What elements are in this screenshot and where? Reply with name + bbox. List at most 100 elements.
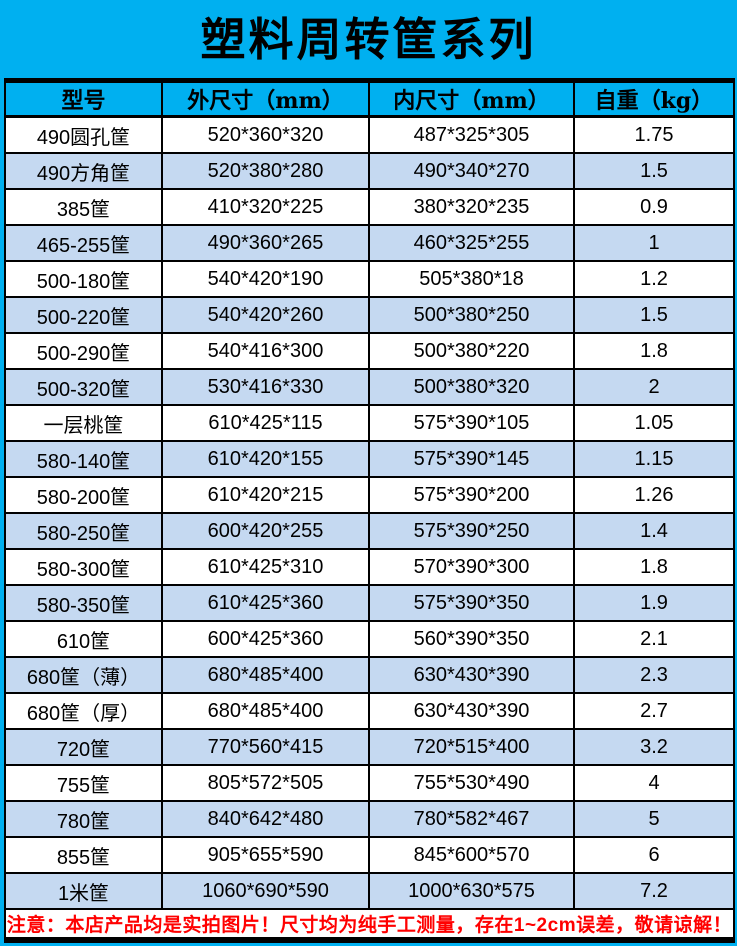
table-cell: 385筐	[4, 188, 163, 226]
table-cell: 487*325*305	[368, 115, 575, 154]
table-cell: 0.9	[573, 188, 735, 226]
column-header-weight: 自重（kg）	[573, 80, 735, 118]
table-row: 一层桃筐 610*425*115 575*390*105 1.05	[4, 404, 735, 442]
table-cell: 1.5	[573, 296, 735, 334]
table-cell: 770*560*415	[161, 728, 370, 766]
table-cell: 540*416*300	[161, 332, 370, 370]
table-cell: 3.2	[573, 728, 735, 766]
table-row: 500-320筐 530*416*330 500*380*320 2	[4, 368, 735, 406]
table-row: 855筐 905*655*590 845*600*570 6	[4, 836, 735, 874]
table-row: 490方角筐 520*380*280 490*340*270 1.5	[4, 152, 735, 190]
table-row: 780筐 840*642*480 780*582*467 5	[4, 800, 735, 838]
table-cell: 1000*630*575	[368, 872, 575, 910]
table-cell: 500-180筐	[4, 260, 163, 298]
table-cell: 680筐（厚）	[4, 692, 163, 730]
table-row: 755筐 805*572*505 755*530*490 4	[4, 764, 735, 802]
table-row: 490圆孔筐 520*360*320 487*325*305 1.75	[4, 115, 735, 154]
table-cell: 720*515*400	[368, 728, 575, 766]
table-cell: 2	[573, 368, 735, 406]
table-cell: 905*655*590	[161, 836, 370, 874]
table-cell: 490*360*265	[161, 224, 370, 262]
table-cell: 600*425*360	[161, 620, 370, 658]
table-cell: 540*420*260	[161, 296, 370, 334]
table-cell: 580-350筐	[4, 584, 163, 622]
table-cell: 1	[573, 224, 735, 262]
table-cell: 500*380*320	[368, 368, 575, 406]
table-cell: 490圆孔筐	[4, 115, 163, 154]
table-cell: 610筐	[4, 620, 163, 658]
table-cell: 1.8	[573, 548, 735, 586]
page-title: 塑料周转筐系列	[200, 12, 537, 66]
table-cell: 500-320筐	[4, 368, 163, 406]
table-row: 580-200筐 610*420*215 575*390*200 1.26	[4, 476, 735, 514]
table-cell: 805*572*505	[161, 764, 370, 802]
table-container: 型号 外尺寸（mm） 内尺寸（mm） 自重（kg） 490圆孔筐 520*360*…	[4, 78, 735, 943]
table-cell: 500*380*250	[368, 296, 575, 334]
table-cell: 500*380*220	[368, 332, 575, 370]
table-cell: 4	[573, 764, 735, 802]
table-cell: 575*390*350	[368, 584, 575, 622]
table-cell: 610*425*310	[161, 548, 370, 586]
table-row: 580-350筐 610*425*360 575*390*350 1.9	[4, 584, 735, 622]
table-cell: 580-140筐	[4, 440, 163, 478]
table-row: 610筐 600*425*360 560*390*350 2.1	[4, 620, 735, 658]
column-header-model: 型号	[4, 80, 163, 118]
table-cell: 5	[573, 800, 735, 838]
table-cell: 845*600*570	[368, 836, 575, 874]
table-cell: 610*420*155	[161, 440, 370, 478]
table-cell: 575*390*145	[368, 440, 575, 478]
table-cell: 755*530*490	[368, 764, 575, 802]
table-cell: 610*420*215	[161, 476, 370, 514]
table-cell: 460*325*255	[368, 224, 575, 262]
table-cell: 610*425*115	[161, 404, 370, 442]
table-cell: 580-200筐	[4, 476, 163, 514]
table-cell: 780筐	[4, 800, 163, 838]
table-cell: 680*485*400	[161, 692, 370, 730]
table-row: 500-180筐 540*420*190 505*380*18 1.2	[4, 260, 735, 298]
table-row: 385筐 410*320*225 380*320*235 0.9	[4, 188, 735, 226]
table-cell: 490*340*270	[368, 152, 575, 190]
table-cell: 6	[573, 836, 735, 874]
table-cell: 520*380*280	[161, 152, 370, 190]
notice-row: 注意：本店产品均是实拍图片！尺寸均为纯手工测量，存在1~2cm误差，敬请谅解！	[4, 908, 735, 943]
table-cell: 755筐	[4, 764, 163, 802]
table-cell: 2.1	[573, 620, 735, 658]
notice-text: 注意：本店产品均是实拍图片！尺寸均为纯手工测量，存在1~2cm误差，敬请谅解！	[4, 908, 735, 943]
table-cell: 410*320*225	[161, 188, 370, 226]
table-cell: 1.4	[573, 512, 735, 550]
title-banner: 塑料周转筐系列	[0, 0, 737, 78]
table-row: 720筐 770*560*415 720*515*400 3.2	[4, 728, 735, 766]
table-row: 1米筐 1060*690*590 1000*630*575 7.2	[4, 872, 735, 910]
table-cell: 7.2	[573, 872, 735, 910]
table-cell: 1.5	[573, 152, 735, 190]
table-cell: 610*425*360	[161, 584, 370, 622]
table-cell: 1.9	[573, 584, 735, 622]
table-cell: 465-255筐	[4, 224, 163, 262]
table-row: 580-250筐 600*420*255 575*390*250 1.4	[4, 512, 735, 550]
table-cell: 600*420*255	[161, 512, 370, 550]
table-row: 680筐（厚） 680*485*400 630*430*390 2.7	[4, 692, 735, 730]
column-header-inner-size: 内尺寸（mm）	[368, 80, 575, 118]
table-cell: 1.05	[573, 404, 735, 442]
table-cell: 1.8	[573, 332, 735, 370]
table-row: 500-220筐 540*420*260 500*380*250 1.5	[4, 296, 735, 334]
table-cell: 1.75	[573, 115, 735, 154]
table-cell: 520*360*320	[161, 115, 370, 154]
table-cell: 一层桃筐	[4, 404, 163, 442]
table-cell: 490方角筐	[4, 152, 163, 190]
table-cell: 380*320*235	[368, 188, 575, 226]
table-body: 490圆孔筐 520*360*320 487*325*305 1.75 490方角筐 52…	[4, 115, 735, 910]
table-cell: 840*642*480	[161, 800, 370, 838]
table-cell: 505*380*18	[368, 260, 575, 298]
table-cell: 1060*690*590	[161, 872, 370, 910]
table-cell: 540*420*190	[161, 260, 370, 298]
table-row: 580-300筐 610*425*310 570*390*300 1.8	[4, 548, 735, 586]
table-cell: 2.3	[573, 656, 735, 694]
table-cell: 1米筐	[4, 872, 163, 910]
table-cell: 780*582*467	[368, 800, 575, 838]
table-cell: 530*416*330	[161, 368, 370, 406]
table-cell: 575*390*200	[368, 476, 575, 514]
table-row: 580-140筐 610*420*155 575*390*145 1.15	[4, 440, 735, 478]
table-cell: 570*390*300	[368, 548, 575, 586]
